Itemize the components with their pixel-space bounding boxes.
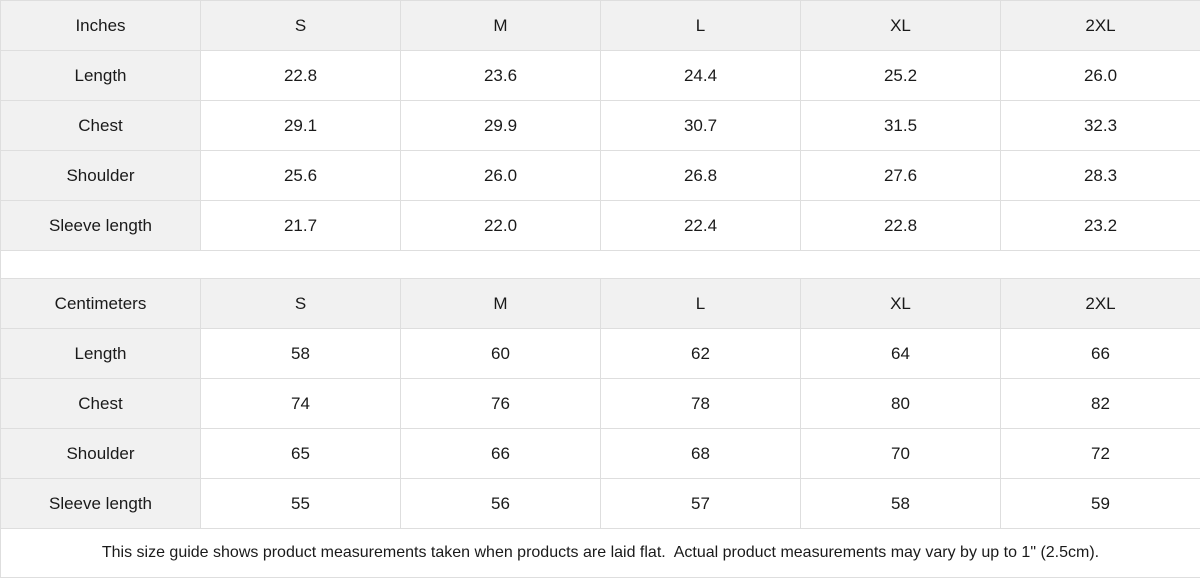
- value-cell: 22.8: [200, 50, 401, 101]
- size-header-cell: M: [400, 278, 601, 329]
- value-cell: 66: [1000, 328, 1200, 379]
- size-guide-note: This size guide shows product measuremen…: [0, 528, 1200, 578]
- row-label-cell: Length: [0, 50, 201, 101]
- value-cell: 62: [600, 328, 801, 379]
- value-cell: 26.8: [600, 150, 801, 201]
- value-cell: 58: [200, 328, 401, 379]
- value-cell: 29.1: [200, 100, 401, 151]
- spacer-row: [0, 250, 1200, 279]
- note-row: This size guide shows product measuremen…: [0, 528, 1200, 578]
- value-cell: 25.6: [200, 150, 401, 201]
- row-label-cell: Length: [0, 328, 201, 379]
- table-row: Chest 74 76 78 80 82: [0, 378, 1200, 429]
- value-cell: 64: [800, 328, 1001, 379]
- value-cell: 80: [800, 378, 1001, 429]
- spacer-cell: [0, 250, 1200, 279]
- value-cell: 31.5: [800, 100, 1001, 151]
- row-label-cell: Shoulder: [0, 428, 201, 479]
- inches-header-row: Inches S M L XL 2XL: [0, 0, 1200, 51]
- value-cell: 22.0: [400, 200, 601, 251]
- size-header-cell: S: [200, 278, 401, 329]
- value-cell: 21.7: [200, 200, 401, 251]
- value-cell: 27.6: [800, 150, 1001, 201]
- value-cell: 24.4: [600, 50, 801, 101]
- value-cell: 68: [600, 428, 801, 479]
- table-row: Length 22.8 23.6 24.4 25.2 26.0: [0, 50, 1200, 101]
- value-cell: 56: [400, 478, 601, 529]
- size-header-cell: L: [600, 278, 801, 329]
- size-header-cell: L: [600, 0, 801, 51]
- value-cell: 22.8: [800, 200, 1001, 251]
- value-cell: 72: [1000, 428, 1200, 479]
- row-label-cell: Sleeve length: [0, 200, 201, 251]
- value-cell: 70: [800, 428, 1001, 479]
- table-row: Sleeve length 55 56 57 58 59: [0, 478, 1200, 529]
- table-row: Shoulder 65 66 68 70 72: [0, 428, 1200, 479]
- row-label-cell: Shoulder: [0, 150, 201, 201]
- row-label-cell: Chest: [0, 378, 201, 429]
- value-cell: 55: [200, 478, 401, 529]
- value-cell: 28.3: [1000, 150, 1200, 201]
- value-cell: 26.0: [400, 150, 601, 201]
- value-cell: 23.2: [1000, 200, 1200, 251]
- value-cell: 57: [600, 478, 801, 529]
- value-cell: 26.0: [1000, 50, 1200, 101]
- value-cell: 58: [800, 478, 1001, 529]
- table-row: Chest 29.1 29.9 30.7 31.5 32.3: [0, 100, 1200, 151]
- value-cell: 30.7: [600, 100, 801, 151]
- row-label-cell: Sleeve length: [0, 478, 201, 529]
- table-row: Length 58 60 62 64 66: [0, 328, 1200, 379]
- row-label-cell: Chest: [0, 100, 201, 151]
- value-cell: 78: [600, 378, 801, 429]
- value-cell: 66: [400, 428, 601, 479]
- unit-header-cell-inches: Inches: [0, 0, 201, 51]
- value-cell: 82: [1000, 378, 1200, 429]
- size-header-cell: S: [200, 0, 401, 51]
- size-header-cell: 2XL: [1000, 278, 1200, 329]
- value-cell: 29.9: [400, 100, 601, 151]
- table-row: Sleeve length 21.7 22.0 22.4 22.8 23.2: [0, 200, 1200, 251]
- value-cell: 76: [400, 378, 601, 429]
- value-cell: 32.3: [1000, 100, 1200, 151]
- value-cell: 22.4: [600, 200, 801, 251]
- size-header-cell: XL: [800, 278, 1001, 329]
- value-cell: 25.2: [800, 50, 1001, 101]
- size-header-cell: 2XL: [1000, 0, 1200, 51]
- table-row: Shoulder 25.6 26.0 26.8 27.6 28.3: [0, 150, 1200, 201]
- value-cell: 60: [400, 328, 601, 379]
- centimeters-header-row: Centimeters S M L XL 2XL: [0, 278, 1200, 329]
- value-cell: 74: [200, 378, 401, 429]
- size-header-cell: M: [400, 0, 601, 51]
- value-cell: 65: [200, 428, 401, 479]
- value-cell: 23.6: [400, 50, 601, 101]
- value-cell: 59: [1000, 478, 1200, 529]
- unit-header-cell-centimeters: Centimeters: [0, 278, 201, 329]
- size-header-cell: XL: [800, 0, 1001, 51]
